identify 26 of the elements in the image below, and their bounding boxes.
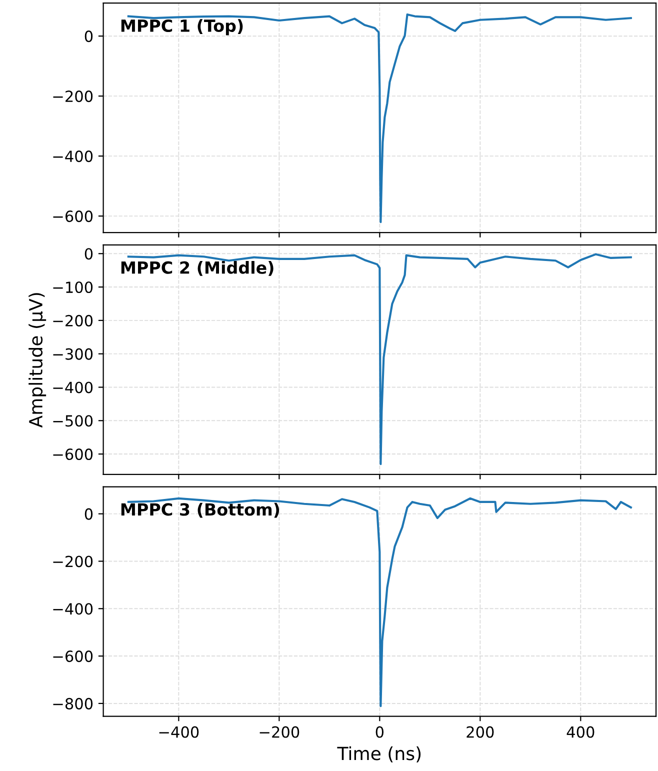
y-tick-label: −200 xyxy=(53,90,93,102)
y-tick-label: −300 xyxy=(53,348,93,360)
y-tick-label: −100 xyxy=(53,281,93,294)
annotation: MPPC 1 (Top) xyxy=(121,19,243,36)
y-tick-label: −200 xyxy=(53,556,93,568)
y-tick-label: −600 xyxy=(53,210,93,222)
y-tick-label: −600 xyxy=(53,448,93,460)
y-axis-title: Amplitude (μV) xyxy=(28,293,46,428)
y-tick-label: −400 xyxy=(53,382,93,394)
annotation: MPPC 3 (Bottom) xyxy=(121,502,280,518)
y-tick-label: −400 xyxy=(53,603,93,615)
y-tick-label: −500 xyxy=(53,415,93,427)
y-tick-label: 0 xyxy=(84,248,93,260)
y-tick-label: 0 xyxy=(84,30,93,42)
x-tick-label: 400 xyxy=(566,726,594,738)
y-tick-label: 0 xyxy=(84,508,93,520)
x-tick-label: −200 xyxy=(260,726,300,738)
x-axis-title: Time (ns) xyxy=(337,746,421,762)
y-tick-label: −600 xyxy=(53,650,93,662)
y-tick-label: −200 xyxy=(53,314,93,326)
x-tick-label: −400 xyxy=(159,726,199,738)
annotation: MPPC 2 (Middle) xyxy=(121,261,274,276)
y-tick-label: −800 xyxy=(53,698,93,710)
y-tick-label: −400 xyxy=(53,150,93,162)
x-tick-label: 200 xyxy=(466,726,494,738)
x-tick-label: 0 xyxy=(376,726,384,738)
